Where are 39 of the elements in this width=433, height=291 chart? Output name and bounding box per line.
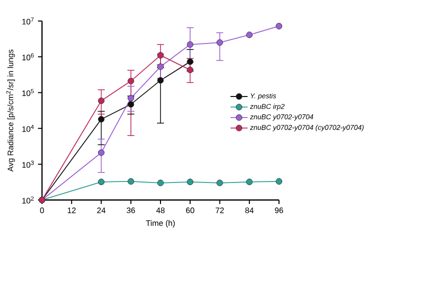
point [157, 52, 164, 59]
point [98, 178, 105, 186]
x-tick-label: 24 [97, 208, 106, 214]
x-tick-label: 48 [156, 208, 165, 214]
point [98, 98, 105, 104]
point [157, 63, 164, 70]
point [186, 41, 194, 48]
point [276, 178, 282, 185]
y-tick-label: 10$^{7}$ [22, 17, 34, 25]
point [186, 178, 194, 186]
point [128, 101, 134, 108]
y-tick-label: 10$^{4}$ [22, 124, 34, 132]
point [98, 116, 105, 122]
point [216, 39, 223, 46]
point [186, 58, 194, 65]
point [128, 94, 134, 102]
y-tick-label: 10$^{3}$ [22, 160, 34, 168]
x-tick-label: 36 [126, 208, 135, 214]
point [216, 180, 223, 186]
x-tick-label: 12 [68, 208, 76, 214]
y-tick-label: 10$^{2}$ [22, 196, 34, 204]
x-tick-label: 84 [245, 208, 254, 214]
x-tick-label: 96 [274, 208, 284, 214]
x-axis-title: Time (h) [146, 220, 175, 228]
y-tick-label: 10$^{5}$ [22, 89, 34, 96]
x-tick-label: 60 [186, 208, 194, 214]
point [128, 178, 134, 185]
point [276, 22, 282, 30]
point [157, 180, 164, 186]
point [246, 32, 253, 38]
point [128, 78, 134, 84]
y-axis-title: Avg Radiance [p/s/cm$^{2}$/sr] in lungs [6, 50, 15, 172]
point [246, 178, 253, 186]
point [186, 66, 194, 74]
x-tick-label: 72 [216, 208, 224, 214]
point [157, 77, 164, 84]
point [98, 149, 105, 156]
y-tick-label: 10$^{6}$ [22, 53, 34, 60]
x-tick-label: 0 [40, 208, 44, 214]
